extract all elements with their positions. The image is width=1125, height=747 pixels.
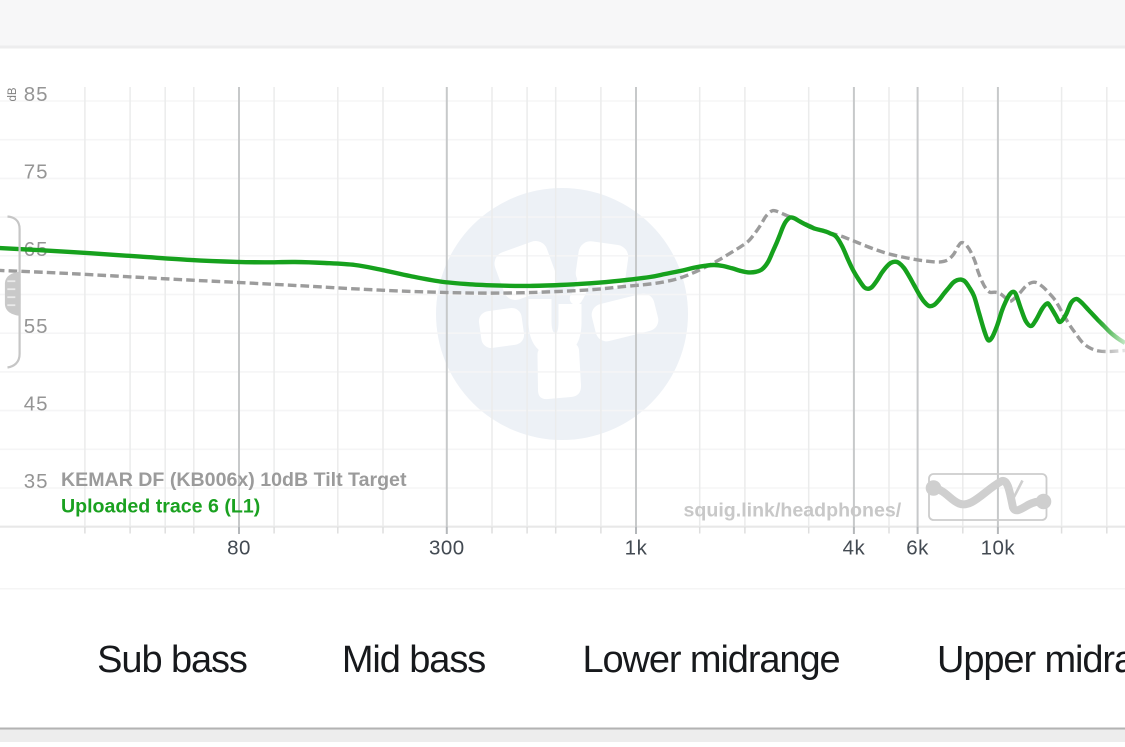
svg-text:Lower midrange: Lower midrange <box>582 639 839 681</box>
svg-text:4k: 4k <box>843 537 866 560</box>
svg-text:300: 300 <box>429 537 465 560</box>
svg-text:KEMAR DF (KB006x) 10dB Tilt Ta: KEMAR DF (KB006x) 10dB Tilt Target <box>61 469 407 491</box>
svg-text:35: 35 <box>24 470 49 493</box>
svg-text:6k: 6k <box>906 537 929 560</box>
svg-text:Sub bass: Sub bass <box>97 639 247 681</box>
svg-text:80: 80 <box>227 537 251 560</box>
svg-text:75: 75 <box>24 160 49 183</box>
svg-text:Uploaded trace 6 (L1): Uploaded trace 6 (L1) <box>61 496 260 518</box>
svg-text:squig.link/headphones/: squig.link/headphones/ <box>684 500 902 522</box>
svg-text:Mid bass: Mid bass <box>342 639 485 681</box>
svg-text:85: 85 <box>24 83 49 106</box>
svg-text:45: 45 <box>24 393 49 416</box>
svg-text:dB: dB <box>7 87 19 101</box>
svg-text:Upper midrange: Upper midrange <box>937 639 1125 681</box>
svg-text:10k: 10k <box>981 537 1016 560</box>
svg-text:55: 55 <box>24 315 49 338</box>
svg-text:1k: 1k <box>625 537 648 560</box>
